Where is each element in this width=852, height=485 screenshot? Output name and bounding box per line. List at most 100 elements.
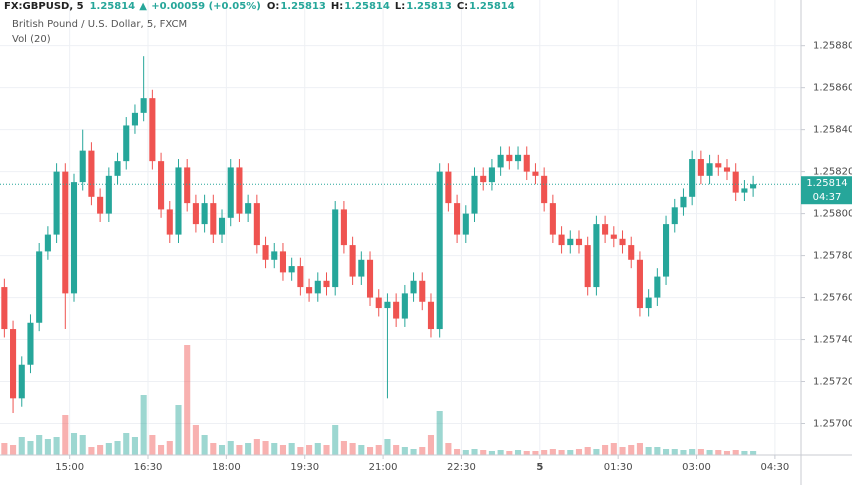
- volume-bar: [741, 451, 748, 455]
- candle-body: [27, 322, 34, 365]
- volume-bar: [158, 445, 165, 455]
- volume-bar: [332, 425, 339, 455]
- volume-bar: [610, 443, 617, 455]
- candle-body: [480, 175, 487, 183]
- candle-body: [375, 297, 382, 309]
- volume-bar: [88, 447, 95, 455]
- volume-bar: [410, 449, 417, 455]
- volume-bar: [384, 439, 391, 455]
- x-tick-label: 15:00: [55, 462, 84, 473]
- volume-bar: [697, 449, 704, 455]
- candle-body: [184, 167, 191, 204]
- ohlc-value: 1.25814: [344, 1, 390, 12]
- candle-body: [349, 245, 356, 277]
- ohlc-value: 1.25814: [469, 1, 515, 12]
- y-tick-label: 1.25880: [813, 41, 852, 52]
- candle-body: [654, 276, 661, 298]
- x-tick-label: 19:30: [290, 462, 319, 473]
- volume-bar: [445, 443, 452, 455]
- y-tick-label: 1.25840: [813, 125, 852, 136]
- candle-body: [419, 280, 426, 302]
- x-tick-label: 01:30: [604, 462, 633, 473]
- candle-body: [436, 171, 443, 330]
- volume-bar: [488, 451, 495, 455]
- y-tick-label: 1.25760: [813, 293, 852, 304]
- volume-bar: [218, 445, 226, 455]
- candle-body: [332, 209, 339, 288]
- ohlc-label: L:: [395, 1, 405, 12]
- x-tick-label: 16:30: [134, 462, 163, 473]
- candle-body: [636, 259, 643, 309]
- candle-body: [175, 167, 182, 235]
- volume-bar: [541, 450, 548, 455]
- candle-body: [62, 171, 69, 294]
- candle-body: [689, 159, 696, 197]
- last-price-label: 1.25814: [806, 178, 847, 189]
- ohlc-label: H:: [331, 1, 343, 12]
- candle-body: [715, 163, 722, 168]
- volume-bar: [271, 443, 278, 455]
- volume-bar: [480, 450, 487, 455]
- volume-bar: [62, 415, 69, 455]
- volume-bar: [523, 451, 530, 455]
- candle-body: [663, 224, 670, 277]
- candle-body: [245, 203, 252, 214]
- y-tick-label: 1.25820: [813, 167, 852, 178]
- candle-body: [358, 259, 365, 277]
- ohlc-label: O:: [267, 1, 280, 12]
- countdown: 04:37: [813, 192, 842, 203]
- volume-bar: [454, 449, 461, 455]
- volume-bar: [689, 449, 696, 455]
- candle-body: [454, 203, 461, 235]
- last-price-box: [801, 176, 852, 205]
- up-arrow: ▲: [139, 1, 147, 12]
- volume-bar: [471, 449, 478, 455]
- volume-bar: [654, 447, 661, 455]
- candle-body: [584, 245, 591, 288]
- candle-body: [393, 301, 400, 319]
- volume-bar: [619, 447, 626, 455]
- symbol: FX:GBPUSD, 5: [4, 1, 84, 12]
- volume-bar: [314, 443, 321, 455]
- x-tick-label: 04:30: [760, 462, 789, 473]
- volume-bar: [114, 441, 121, 455]
- candle-body: [158, 161, 165, 210]
- volume-bar: [10, 445, 17, 455]
- candle-body: [610, 234, 617, 239]
- candle-body: [680, 196, 687, 208]
- candle-body: [236, 167, 243, 214]
- volume-bar: [750, 451, 757, 455]
- candle-body: [445, 171, 452, 204]
- ohlc: O: 1.25813 H: 1.25814 L: 1.25813 C: 1.25814: [267, 1, 515, 12]
- volume-bar: [192, 425, 199, 455]
- volume-bar: [584, 447, 591, 455]
- volume-bar: [70, 433, 78, 455]
- candle-body: [593, 224, 600, 288]
- candle-body: [131, 112, 138, 126]
- candle-body: [741, 188, 748, 193]
- volume-bar: [680, 450, 687, 455]
- candle-body: [558, 234, 565, 246]
- volume-bar: [201, 435, 208, 455]
- candle-body: [306, 287, 313, 294]
- volume-bar: [636, 443, 643, 455]
- candle-body: [192, 203, 199, 225]
- volume-bar: [349, 443, 356, 455]
- candle-body: [410, 280, 417, 294]
- candle-body: [340, 209, 347, 246]
- candle-body: [10, 329, 17, 399]
- candle-body: [488, 167, 495, 183]
- volume-bar: [427, 435, 435, 455]
- candle-body: [44, 234, 51, 252]
- volume-bar: [567, 450, 574, 455]
- volume-bar: [575, 449, 583, 455]
- header-change: +0.00059 (+0.05%): [151, 1, 261, 12]
- subtitle: British Pound / U.S. Dollar, 5, FXCM: [12, 19, 187, 30]
- candle-body: [262, 245, 269, 260]
- volume-bar: [105, 443, 112, 455]
- volume-bar: [227, 441, 234, 455]
- candle-body: [497, 154, 504, 168]
- candle-body: [271, 251, 278, 260]
